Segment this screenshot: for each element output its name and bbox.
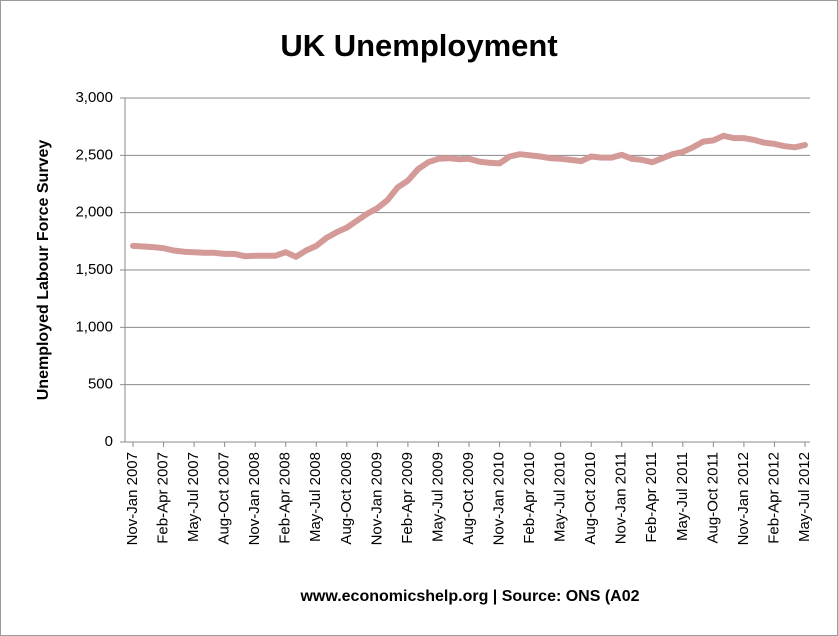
x-tick-label: Nov-Jan 2008 [246, 452, 263, 545]
x-tick-label: Feb-Apr 2011 [643, 452, 660, 543]
x-tick-label: Aug-Oct 2010 [582, 452, 599, 545]
x-tick-label: Feb-Apr 2010 [521, 452, 538, 544]
x-tick-label: Aug-Oct 2007 [216, 452, 233, 545]
x-tick-label: Aug-Oct 2008 [338, 452, 355, 545]
x-tick-label: Nov-Jan 2009 [368, 452, 385, 545]
x-tick-label: May-Jul 2007 [185, 452, 202, 542]
x-tick-label: May-Jul 2010 [552, 452, 569, 542]
x-tick-label: Nov-Jan 2012 [735, 452, 752, 545]
x-tick-label: Feb-Apr 2008 [277, 452, 294, 544]
y-tick-label: 2,000 [75, 204, 113, 221]
x-tick-label: Nov-Jan 2007 [124, 452, 141, 545]
x-tick-label: Feb-Apr 2009 [399, 452, 416, 544]
x-tick-label: Nov-Jan 2011 [613, 452, 630, 544]
y-tick-label: 1,000 [75, 318, 113, 335]
x-tick-label: May-Jul 2011 [674, 452, 691, 541]
y-tick-label: 1,500 [75, 261, 113, 278]
x-tick-label: May-Jul 2009 [429, 452, 446, 542]
x-tick-label: Feb-Apr 2012 [765, 452, 782, 544]
y-tick-label: 500 [88, 376, 113, 393]
y-tick-label: 0 [105, 433, 113, 450]
x-tick-label: Aug-Oct 2011 [704, 452, 721, 543]
x-tick-label: May-Jul 2008 [307, 452, 324, 542]
chart-title: UK Unemployment [280, 28, 557, 63]
data-line [130, 132, 808, 260]
x-tick-label: May-Jul 2012 [796, 452, 813, 542]
y-tick-label: 2,500 [75, 146, 113, 163]
x-tick-label: Nov-Jan 2010 [491, 452, 508, 545]
y-axis-label: Unemployed Labour Force Survey [35, 140, 52, 401]
y-tick-label: 3,000 [75, 89, 113, 106]
x-tick-label: Aug-Oct 2009 [460, 452, 477, 545]
x-axis-label: www.economicshelp.org | Source: ONS (A02 [299, 588, 639, 605]
x-tick-label: Feb-Apr 2007 [155, 452, 172, 544]
